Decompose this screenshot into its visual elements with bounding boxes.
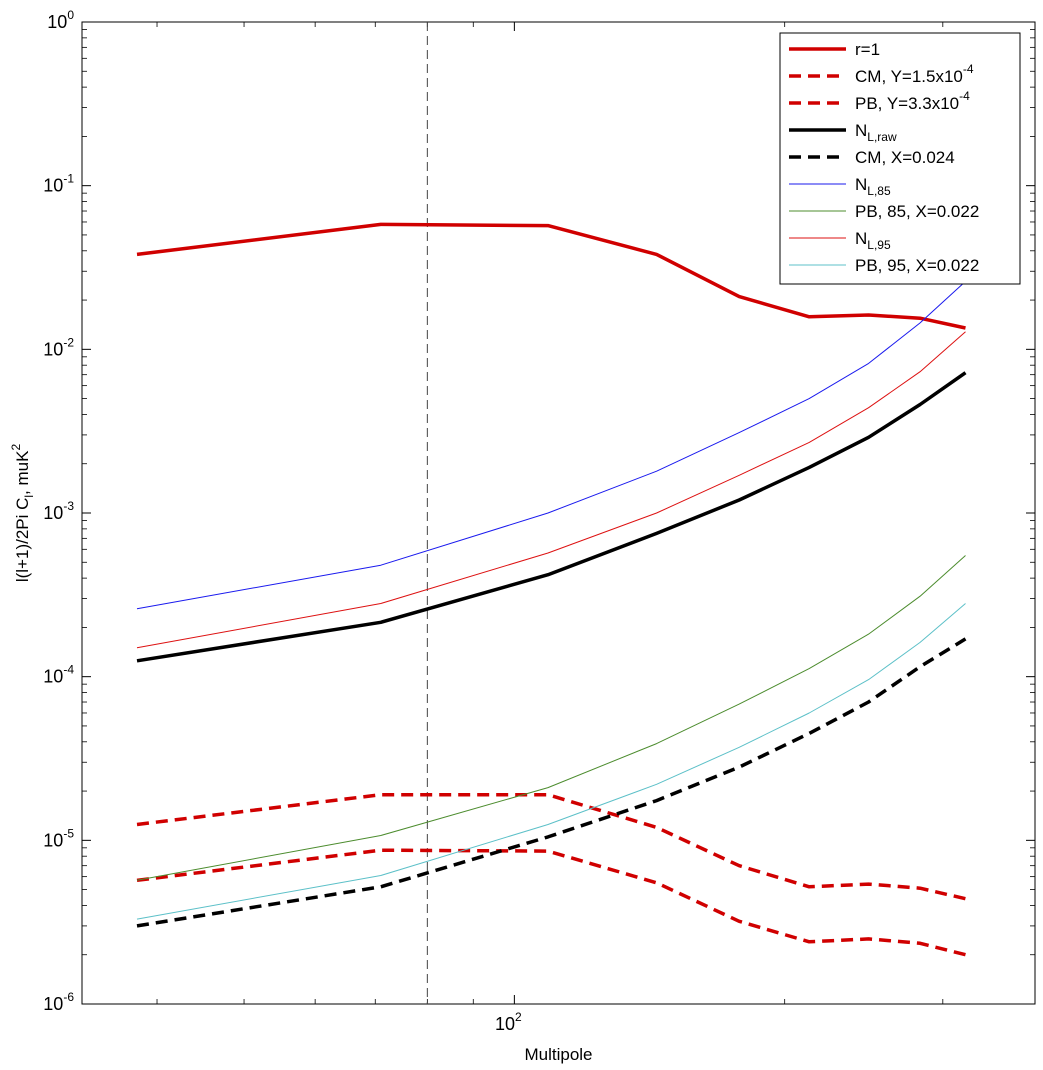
series-nl-85 <box>136 281 966 610</box>
series-pb-95 <box>136 603 966 920</box>
series-layer <box>136 222 967 957</box>
y-tick-label: 10-6 <box>43 990 74 1014</box>
series-line-cm-x <box>136 637 967 928</box>
y-tick-label: 10-3 <box>43 499 74 523</box>
series-line-nl-95 <box>136 331 966 649</box>
x-axis-label: Multipole <box>524 1045 592 1064</box>
y-axis-label: l(l+1)/2Pi Cl, muK2 <box>9 444 36 583</box>
legend-label: PB, Y=3.3x10-4 <box>855 89 970 113</box>
series-line-nl-85 <box>136 281 966 610</box>
series-r1 <box>136 222 966 330</box>
legend-entry-nl-85: NL,85 <box>789 175 891 198</box>
y-tick-label: 10-4 <box>43 663 74 687</box>
legend-label: NL,95 <box>855 229 891 252</box>
series-line-pb-y <box>136 848 966 957</box>
legend-label: NL,85 <box>855 175 891 198</box>
y-tick-label: 10-2 <box>43 335 74 359</box>
legend-label: PB, 95, X=0.022 <box>855 256 979 275</box>
series-pb-85 <box>136 555 966 881</box>
legend-entry-cm-y: CM, Y=1.5x10-4 <box>789 62 974 86</box>
y-tick-label: 10-1 <box>43 172 74 196</box>
y-tick-label: 100 <box>47 8 74 32</box>
series-line-cm-y <box>136 792 966 901</box>
legend-label: r=1 <box>855 40 880 59</box>
legend-label: CM, Y=1.5x10-4 <box>855 62 974 86</box>
series-line-pb-95 <box>136 603 966 920</box>
legend-entry-nl-raw: NL,raw <box>789 121 897 144</box>
series-line-nl-raw <box>136 371 967 663</box>
legend-entry-pb-95: PB, 95, X=0.022 <box>789 256 979 275</box>
series-cm-y <box>136 792 966 901</box>
y-axis-label-sub: l <box>22 495 36 498</box>
legend-label: CM, X=0.024 <box>855 148 955 167</box>
series-cm-x <box>136 637 967 928</box>
legend-entry-pb-85: PB, 85, X=0.022 <box>789 202 979 221</box>
y-tick-label: 10-5 <box>43 826 74 850</box>
series-nl-95 <box>136 331 966 649</box>
axes-ticks: 100 10-1 10-2 10-3 10-4 10-5 10-6 102 <box>43 8 1035 1034</box>
legend-entry-nl-95: NL,95 <box>789 229 891 252</box>
x-tick-label: 102 <box>495 1010 522 1034</box>
legend-label: NL,raw <box>855 121 897 144</box>
series-pb-y <box>136 848 966 957</box>
series-nl-raw <box>136 371 967 663</box>
y-axis-label-unit: , muK <box>13 450 32 495</box>
legend-label: PB, 85, X=0.022 <box>855 202 979 221</box>
y-axis-label-sup: 2 <box>9 444 23 451</box>
legend-entry-cm-x: CM, X=0.024 <box>789 148 955 167</box>
series-line-pb-85 <box>136 555 966 881</box>
y-axis-label-main: l(l+1)/2Pi C <box>13 498 32 583</box>
legend-entry-r1: r=1 <box>789 40 880 59</box>
legend-entry-pb-y: PB, Y=3.3x10-4 <box>789 89 970 113</box>
legend: r=1 CM, Y=1.5x10-4 PB, Y=3.3x10-4 NL,raw CM,… <box>779 32 1021 285</box>
series-line-r1 <box>136 222 966 330</box>
